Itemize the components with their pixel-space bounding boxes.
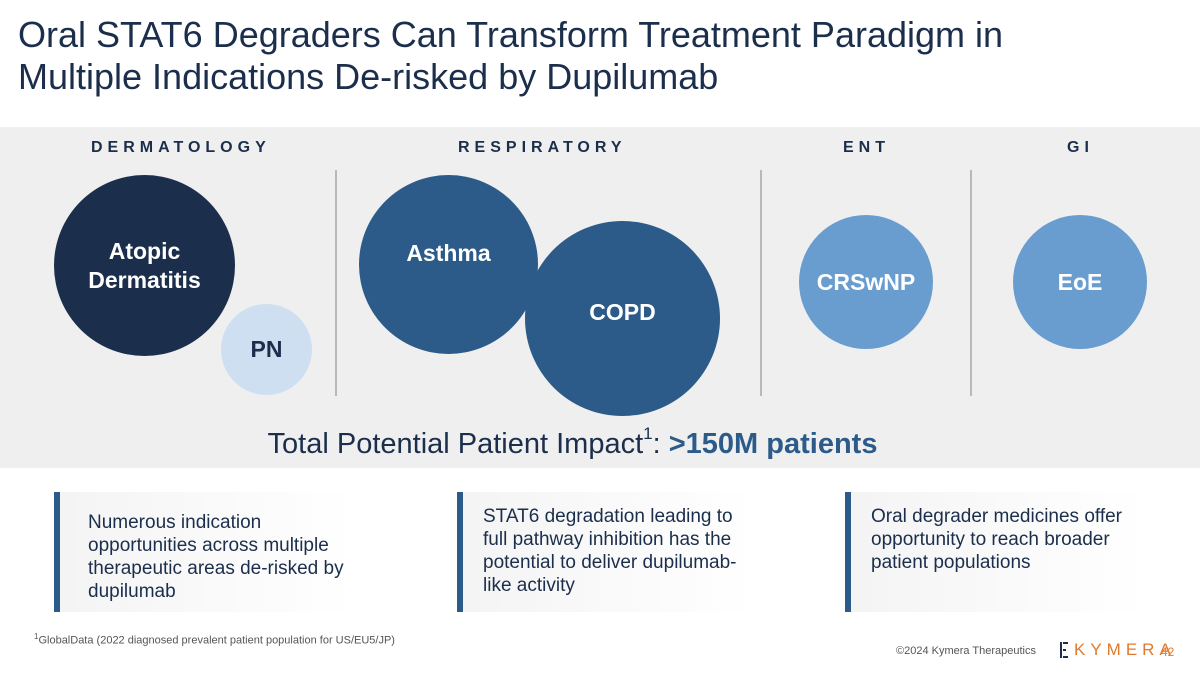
impact-value: >150M patients: [668, 428, 878, 460]
copyright: ©2024 Kymera Therapeutics: [896, 645, 1036, 657]
card-stat6-text: STAT6 degradation leading to full pathwa…: [483, 506, 737, 596]
footnote: 1GlobalData (2022 diagnosed prevalent pa…: [34, 632, 395, 647]
category-dermatology: DERMATOLOGY: [91, 139, 271, 156]
eoe-label: EoE: [1057, 268, 1103, 295]
atopic-label-line-1: Atopic: [108, 237, 181, 264]
footnote-text: GlobalData (2022 diagnosed prevalent pat…: [38, 634, 395, 647]
kymera-logo-text: KYMERA: [1074, 640, 1176, 659]
category-gi: GI: [1067, 139, 1094, 156]
divider-derm-resp: [335, 170, 337, 396]
bubble-atopic-dermatitis: Atopic Dermatitis: [54, 175, 235, 356]
category-respiratory: RESPIRATORY: [458, 139, 627, 156]
impact-footnote-mark: 1: [643, 424, 653, 443]
card-stat6: STAT6 degradation leading to full pathwa…: [457, 492, 757, 612]
bubble-crswnp: CRSwNP: [799, 215, 933, 349]
bubble-pn: PN: [221, 304, 312, 395]
category-ent: ENT: [843, 139, 890, 156]
impact-label: Total Potential Patient Impact: [267, 428, 644, 460]
bubble-copd: COPD: [525, 221, 720, 416]
slide-title: Oral STAT6 Degraders Can Transform Treat…: [18, 14, 1168, 98]
bubble-eoe: EoE: [1013, 215, 1147, 349]
footnote-mark: 1: [34, 632, 39, 641]
card-indications-text: Numerous indication opportunities across…: [88, 512, 344, 602]
kymera-logo-mark-icon: [1058, 640, 1072, 660]
pn-label: PN: [250, 336, 283, 362]
card-oral-text: Oral degrader medicines offer opportunit…: [871, 506, 1122, 573]
copd-label: COPD: [589, 299, 656, 325]
divider-ent-gi: [970, 170, 972, 396]
patient-impact: Total Potential Patient Impact1: >150M p…: [0, 424, 1145, 461]
impact-colon: :: [652, 428, 661, 460]
kymera-logo: KYMERA: [1058, 639, 1176, 661]
card-indications: Numerous indication opportunities across…: [54, 492, 354, 612]
asthma-label: Asthma: [406, 240, 491, 266]
slide-title-line-2: Multiple Indications De-risked by Dupilu…: [18, 56, 719, 97]
crswnp-label: CRSwNP: [816, 268, 916, 295]
atopic-label-line-2: Dermatitis: [88, 266, 201, 293]
divider-resp-ent: [760, 170, 762, 396]
card-oral: Oral degrader medicines offer opportunit…: [845, 492, 1145, 612]
slide-title-line-1: Oral STAT6 Degraders Can Transform Treat…: [18, 14, 1004, 55]
bubble-asthma: Asthma: [359, 175, 538, 354]
page-number: 42: [1161, 645, 1175, 659]
